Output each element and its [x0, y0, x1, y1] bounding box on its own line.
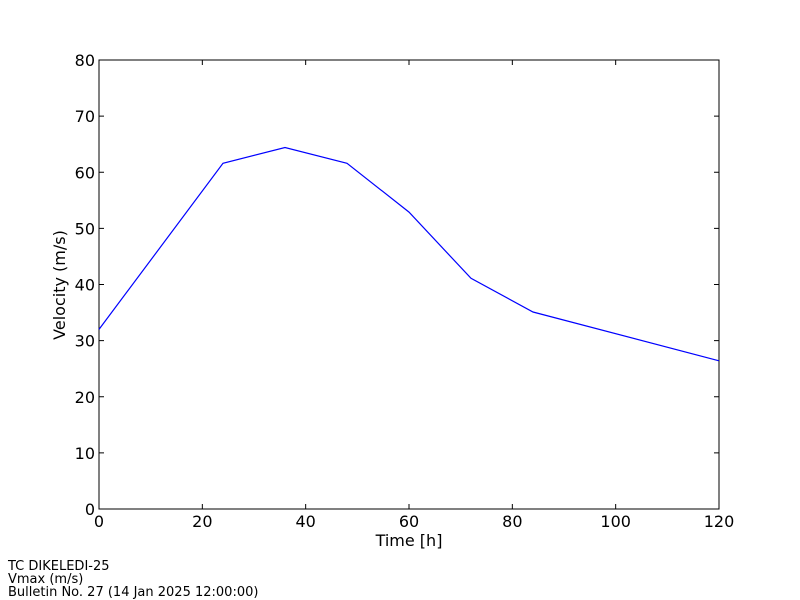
x-tick-label: 20 — [192, 512, 212, 531]
x-tick-label: 120 — [704, 512, 735, 531]
y-tick-label: 10 — [75, 444, 95, 463]
data-line — [98, 146, 720, 362]
x-tick-label: 80 — [502, 512, 522, 531]
y-tick-label: 50 — [75, 219, 95, 238]
x-axis-label: Time [h] — [375, 531, 443, 550]
x-tick-label: 40 — [295, 512, 315, 531]
y-tick-label: 0 — [85, 500, 95, 519]
y-tick-label: 60 — [75, 163, 95, 182]
footer-text: Vmax (m/s) — [8, 572, 83, 587]
x-tick-label: 0 — [94, 512, 104, 531]
y-tick-label: 80 — [75, 51, 95, 70]
y-tick-label: 30 — [75, 332, 95, 351]
footer-text: Bulletin No. 27 (14 Jan 2025 12:00:00) — [8, 585, 258, 600]
y-axis-label: Velocity (m/s) — [50, 230, 69, 340]
y-tick-label: 70 — [75, 107, 95, 126]
y-tick-label: 40 — [75, 276, 95, 295]
x-tick-label: 100 — [600, 512, 631, 531]
footer-text: TC DIKELEDI-25 — [7, 559, 110, 574]
y-tick-label: 20 — [75, 388, 95, 407]
x-tick-label: 60 — [399, 512, 419, 531]
